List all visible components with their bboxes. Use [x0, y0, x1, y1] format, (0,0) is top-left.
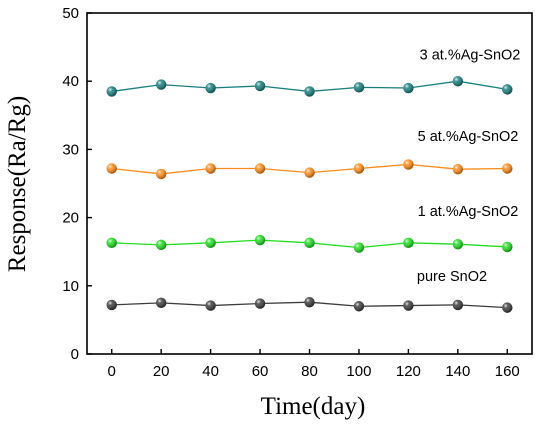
y-tick-label: 30 — [62, 141, 79, 158]
data-point — [452, 76, 464, 87]
y-tick-label: 40 — [62, 73, 79, 90]
data-point — [254, 80, 266, 92]
x-tick-label: 100 — [346, 363, 371, 380]
data-point — [106, 237, 117, 249]
data-point — [155, 239, 167, 251]
data-point — [502, 163, 513, 174]
series-label: pure SnO2 — [417, 269, 487, 285]
series-label: 5 at.%Ag-SnO2 — [418, 129, 519, 145]
data-point — [205, 82, 216, 94]
series-labels: 3 at.%Ag-SnO2 5 at.%Ag-SnO2 1 at.%Ag-SnO2 p… — [417, 47, 520, 284]
series-0 — [106, 76, 513, 97]
data-point — [304, 86, 315, 97]
data-point — [452, 299, 464, 311]
y-tick-label: 0 — [71, 346, 79, 363]
data-point — [353, 242, 365, 253]
data-point — [403, 159, 414, 170]
x-tick-label: 80 — [301, 363, 318, 380]
x-tick-label: 160 — [495, 363, 520, 380]
data-point — [254, 234, 266, 246]
data-point — [304, 237, 315, 249]
y-axis-title: Response(Ra/Rg) — [4, 96, 31, 272]
data-point — [155, 79, 167, 90]
series-2 — [106, 234, 513, 253]
data-point — [452, 163, 464, 175]
data-point — [353, 82, 365, 93]
data-point — [205, 300, 216, 311]
data-point — [502, 84, 513, 95]
data-point — [403, 237, 414, 249]
x-tick-label: 120 — [396, 363, 421, 380]
y-tick-label: 50 — [62, 5, 79, 22]
x-tick-label: 40 — [202, 363, 219, 380]
series-layer — [106, 76, 513, 313]
data-point — [403, 82, 414, 94]
data-point — [254, 298, 266, 309]
data-point — [155, 168, 167, 180]
data-point — [403, 300, 414, 311]
series-label: 3 at.%Ag-SnO2 — [420, 47, 521, 63]
series-3 — [106, 296, 513, 313]
data-point — [452, 238, 464, 250]
data-point — [106, 86, 117, 97]
data-point — [155, 297, 167, 309]
data-point — [205, 163, 216, 174]
data-point — [254, 163, 266, 174]
x-tick-label: 60 — [252, 363, 269, 380]
data-point — [106, 299, 117, 311]
data-point — [304, 296, 315, 308]
data-point — [353, 163, 365, 174]
axes: 0 20 40 60 80 100 120 140 160 0 10 20 30 40 50 — [62, 5, 519, 380]
data-point — [304, 167, 315, 178]
x-tick-label: 140 — [445, 363, 470, 380]
series-label: 1 at.%Ag-SnO2 — [418, 204, 519, 220]
data-point — [353, 301, 365, 312]
data-point — [106, 163, 117, 174]
x-tick-label: 20 — [153, 363, 170, 380]
x-axis-title: Time(day) — [261, 393, 366, 420]
data-point — [502, 302, 513, 313]
data-point — [205, 237, 216, 249]
y-tick-label: 10 — [62, 278, 79, 295]
data-point — [502, 241, 513, 253]
y-tick-label: 20 — [62, 210, 79, 227]
series-1 — [106, 159, 513, 180]
x-tick-label: 0 — [108, 363, 116, 380]
